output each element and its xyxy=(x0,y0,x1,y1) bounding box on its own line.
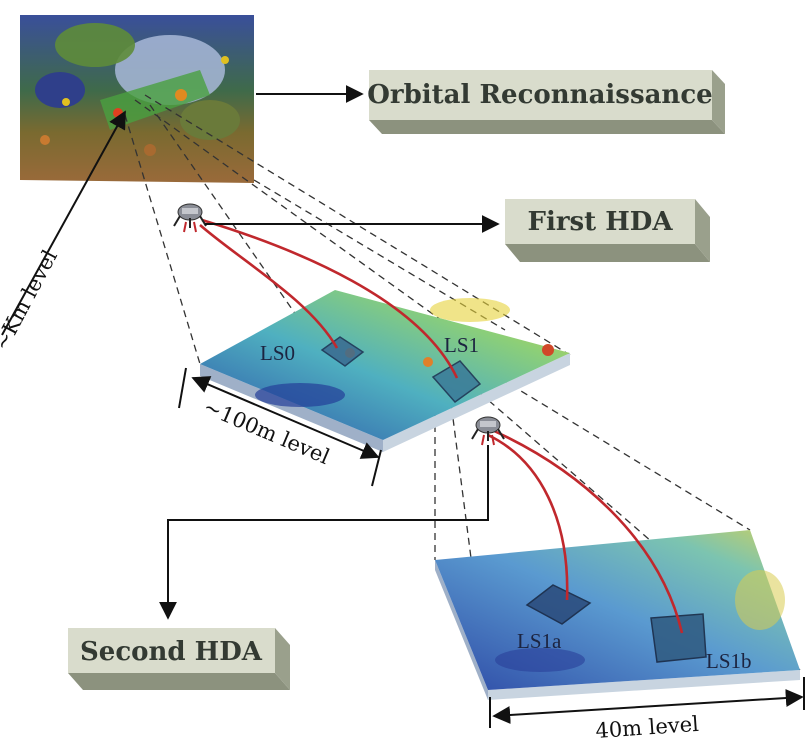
km-level-label: ~Km level xyxy=(0,246,62,355)
orbital-reconnaissance-box: Orbital Reconnaissance xyxy=(367,70,725,134)
ls1b-site xyxy=(650,613,707,663)
ls1b-label: LS1b xyxy=(706,649,752,673)
ls1-label: LS1 xyxy=(444,333,479,357)
lander-icon xyxy=(173,203,207,233)
terrain-40m xyxy=(435,530,800,700)
ls0-label: LS0 xyxy=(260,341,295,365)
scale-km xyxy=(1,110,126,336)
trajectories xyxy=(199,218,684,634)
landing-sites xyxy=(320,336,707,663)
scale-40m xyxy=(489,677,805,728)
lander-icon xyxy=(471,416,505,446)
second-hda-label: Second HDA xyxy=(80,637,263,667)
scale-100m xyxy=(178,367,382,487)
first-hda-label: First HDA xyxy=(527,207,673,237)
orbital-reconnaissance-label: Orbital Reconnaissance xyxy=(367,80,712,110)
second-hda-box: Second HDA xyxy=(68,628,290,690)
40m-level-label: 40m level xyxy=(595,712,700,743)
connector-arrows xyxy=(159,85,500,620)
first-hda-box: First HDA xyxy=(505,199,710,262)
orbital-map xyxy=(20,15,254,183)
ls1a-site xyxy=(525,584,592,625)
ls1a-label: LS1a xyxy=(517,629,562,653)
